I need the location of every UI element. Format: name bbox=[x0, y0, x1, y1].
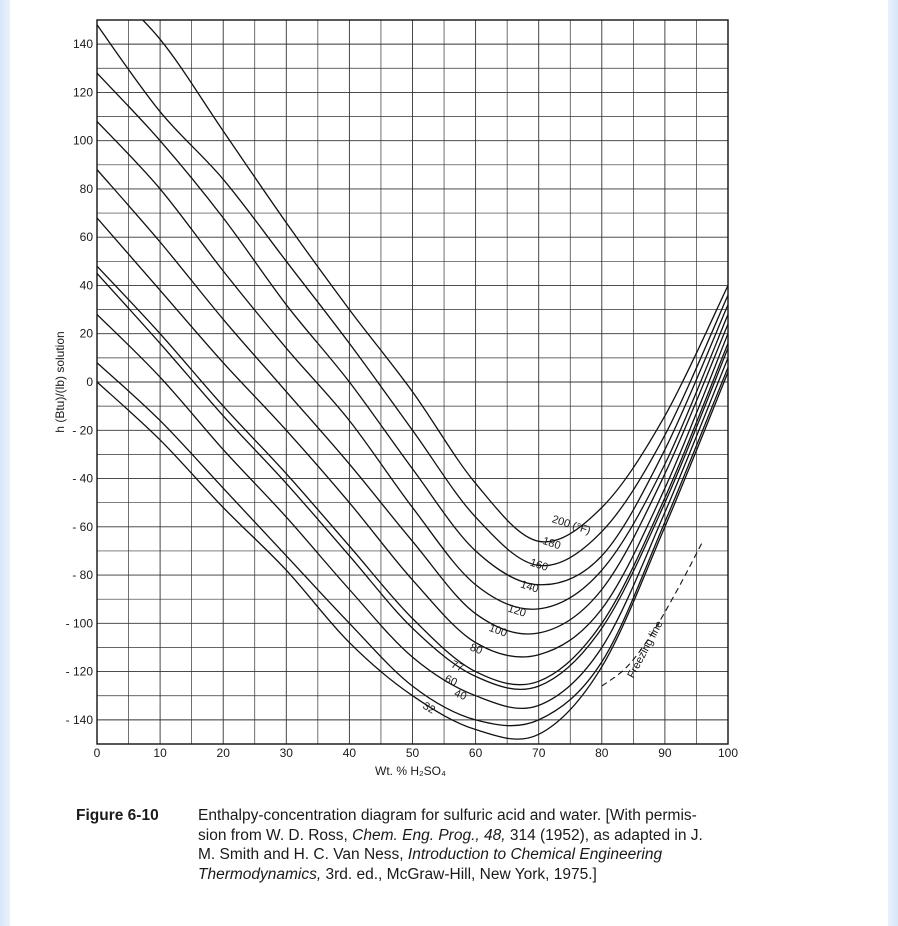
y-tick-label: 120 bbox=[73, 85, 93, 99]
y-tick-label: 100 bbox=[73, 134, 93, 148]
isotherm-curve bbox=[97, 24, 728, 567]
curve-label: 80 bbox=[468, 642, 484, 658]
y-tick-label: 80 bbox=[80, 182, 94, 196]
curve-label: 180 bbox=[541, 535, 562, 552]
caption-text: sion from W. D. Ross, bbox=[198, 826, 353, 844]
caption-line-2: sion from W. D. Ross, Chem. Eng. Prog., … bbox=[76, 826, 856, 846]
x-tick-label: 10 bbox=[153, 746, 167, 760]
isotherm-curve bbox=[97, 217, 728, 658]
y-tick-label: - 40 bbox=[72, 472, 93, 486]
x-tick-label: 90 bbox=[658, 746, 672, 760]
curve-label: 100 bbox=[487, 622, 508, 640]
y-tick-label: - 140 bbox=[66, 713, 94, 727]
curve-label: 32 bbox=[420, 700, 437, 717]
isotherm-curve bbox=[97, 265, 728, 686]
y-tick-label: - 120 bbox=[66, 665, 94, 679]
x-tick-label: 20 bbox=[217, 746, 231, 760]
curves bbox=[97, 20, 728, 740]
curve-labels: 200 (°F)1801601401201008077604032Freezin… bbox=[420, 513, 665, 716]
x-tick-label: 70 bbox=[532, 746, 546, 760]
isotherm-curve bbox=[97, 372, 728, 740]
y-axis-title: h (Btu)/(lb) solution bbox=[53, 331, 67, 432]
y-tick-label: - 80 bbox=[72, 568, 93, 582]
x-axis-title: Wt. % H₂SO₄ bbox=[375, 764, 446, 778]
y-tick-label: - 20 bbox=[72, 423, 93, 437]
grid bbox=[96, 19, 729, 745]
caption-line-4: Thermodynamics, 3rd. ed., McGraw-Hill, N… bbox=[76, 865, 856, 885]
x-tick-label: 0 bbox=[94, 746, 101, 760]
isotherm-curve bbox=[97, 120, 728, 610]
caption-journal: Chem. Eng. Prog., 48, bbox=[352, 826, 506, 844]
y-tick-label: 40 bbox=[80, 278, 94, 292]
x-tick-label: 40 bbox=[343, 746, 357, 760]
page: 140 120 100 80 60 40 20 0- 20- 40- 60- 80- 100-… bbox=[10, 0, 888, 926]
x-tick-label: 80 bbox=[595, 746, 609, 760]
isotherm-curve bbox=[97, 272, 728, 690]
curve-label: 40 bbox=[452, 687, 468, 703]
y-tick-label: - 60 bbox=[72, 520, 93, 534]
isotherm-curve bbox=[97, 362, 728, 727]
caption-text: 3rd. ed., McGraw-Hill, New York, 1975.] bbox=[321, 865, 597, 883]
caption-text: M. Smith and H. C. Van Ness, bbox=[198, 846, 408, 863]
curve-label: 60 bbox=[443, 673, 459, 689]
isotherm-curve bbox=[97, 72, 728, 586]
x-tick-label: 60 bbox=[469, 746, 483, 760]
curve-label: 160 bbox=[528, 557, 549, 574]
figure-number: Figure 6-10 bbox=[76, 807, 159, 824]
caption-text: 314 (1952), as adapted in J. bbox=[505, 826, 703, 844]
curve-label: 120 bbox=[506, 603, 527, 620]
curve-label: 140 bbox=[519, 579, 540, 596]
curve-label: 77 bbox=[449, 659, 465, 675]
y-tick-label: 20 bbox=[80, 327, 94, 341]
freezing-line bbox=[601, 541, 704, 687]
y-tick-label: 0 bbox=[86, 375, 93, 389]
y-tick-label: 140 bbox=[73, 37, 93, 51]
caption-line-1: Enthalpy-concentration diagram for sulfu… bbox=[198, 807, 697, 824]
figure-caption: Figure 6-10 Enthalpy-concentration diagra… bbox=[76, 806, 856, 884]
isotherm-curve bbox=[141, 20, 728, 543]
x-tick-label: 50 bbox=[406, 746, 420, 760]
caption-book-title: Thermodynamics, bbox=[198, 865, 322, 883]
caption-line-3: M. Smith and H. C. Van Ness, Introductio… bbox=[76, 845, 856, 865]
freezing-line-label: Freezing line bbox=[625, 619, 665, 680]
isotherm-curve bbox=[97, 313, 728, 709]
y-tick-label: 60 bbox=[80, 230, 94, 244]
y-tick-label: - 100 bbox=[66, 616, 94, 630]
x-tick-label: 100 bbox=[718, 746, 738, 760]
isotherm-curve bbox=[97, 169, 728, 635]
caption-book-title: Introduction to Chemical Engineering bbox=[407, 846, 663, 863]
x-tick-label: 30 bbox=[280, 746, 294, 760]
